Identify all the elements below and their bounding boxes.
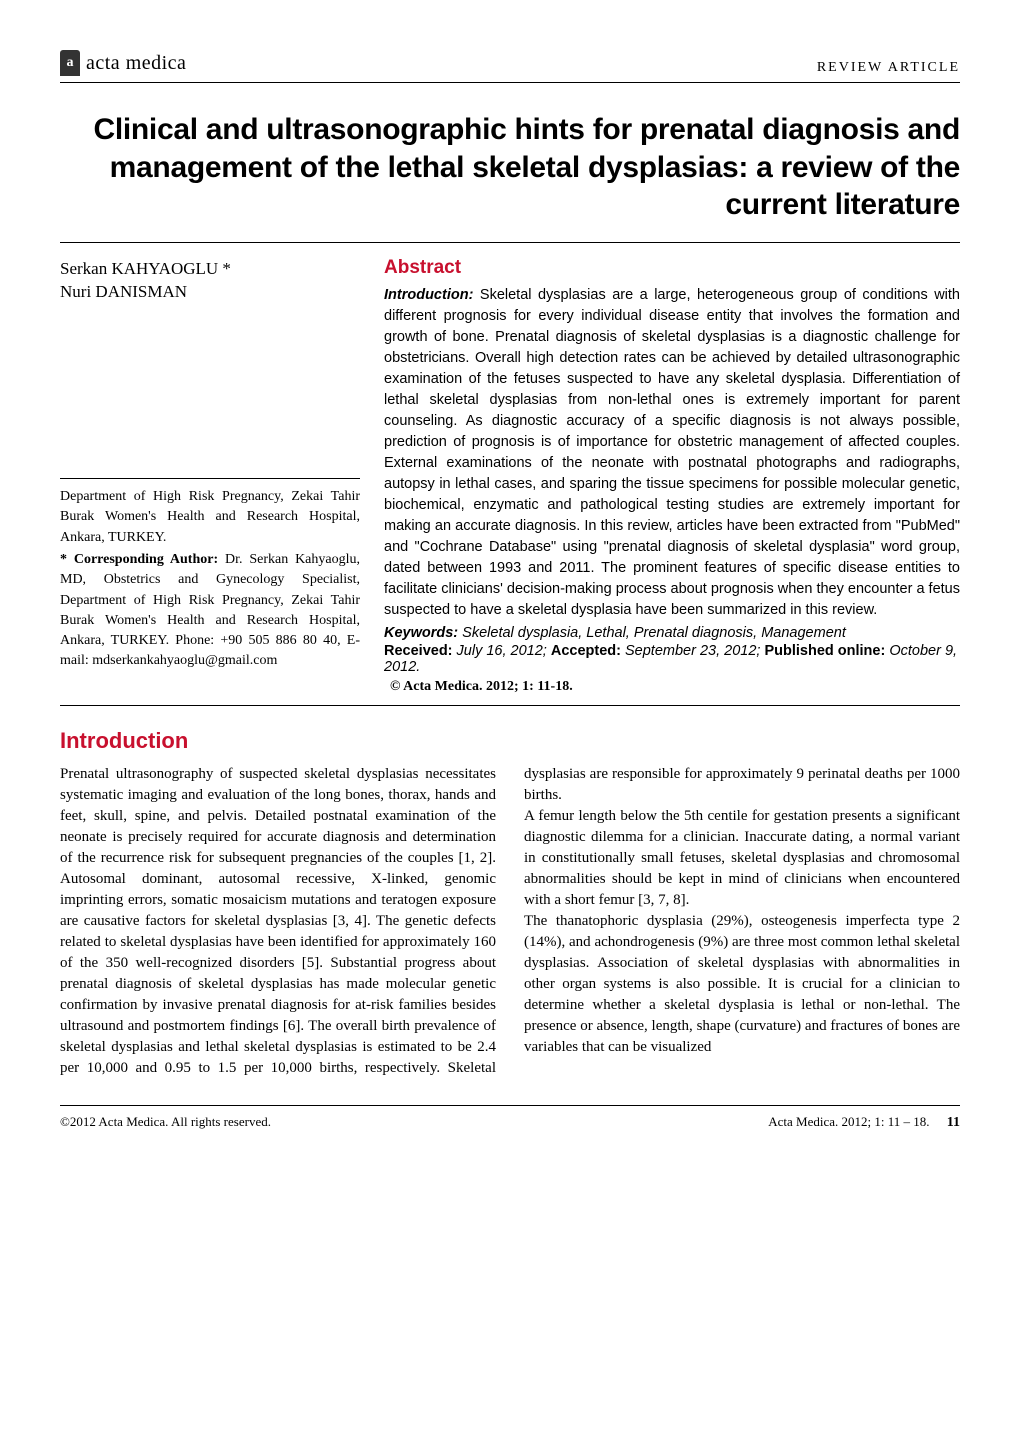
body-p2: A femur length below the 5th centile for… xyxy=(524,806,960,911)
journal-logo-icon xyxy=(60,50,80,76)
affiliation-block: Department of High Risk Pregnancy, Zekai… xyxy=(60,478,360,672)
abstract-end-rule xyxy=(60,705,960,706)
author-1: Serkan KAHYAOGLU * xyxy=(60,257,360,281)
body-text: Prenatal ultrasonography of suspected sk… xyxy=(60,764,960,1079)
right-column: Abstract Introduction: Skeletal dysplasi… xyxy=(384,257,960,695)
keywords: Skeletal dysplasia, Lethal, Prenatal dia… xyxy=(458,625,846,641)
article-title: Clinical and ultrasonographic hints for … xyxy=(60,111,960,224)
received-label: Received: xyxy=(384,643,453,659)
meta-and-abstract: Serkan KAHYAOGLU * Nuri DANISMAN Departm… xyxy=(60,257,960,695)
title-rule xyxy=(60,242,960,243)
corresponding-text: Dr. Serkan Kahyaoglu, MD, Obstetrics and… xyxy=(60,552,360,668)
copyright-line: © Acta Medica. 2012; 1: 11-18. xyxy=(384,679,960,695)
page-header: acta medica REVIEW ARTICLE xyxy=(60,50,960,83)
footer-right-block: Acta Medica. 2012; 1: 11 – 18. 11 xyxy=(768,1114,960,1131)
author-list: Serkan KAHYAOGLU * Nuri DANISMAN xyxy=(60,257,360,305)
page-number: 11 xyxy=(947,1115,960,1130)
dates-line: Received: July 16, 2012; Accepted: Septe… xyxy=(384,643,960,675)
author-2: Nuri DANISMAN xyxy=(60,280,360,304)
accepted: September 23, 2012; xyxy=(621,643,765,659)
introduction-heading: Introduction xyxy=(60,728,960,754)
left-column: Serkan KAHYAOGLU * Nuri DANISMAN Departm… xyxy=(60,257,360,695)
published-label: Published online: xyxy=(764,643,885,659)
received: July 16, 2012; xyxy=(453,643,551,659)
article-type: REVIEW ARTICLE xyxy=(817,60,960,76)
affiliation-text: Department of High Risk Pregnancy, Zekai… xyxy=(60,487,360,548)
page-footer: ©2012 Acta Medica. All rights reserved. … xyxy=(60,1105,960,1131)
journal-logo-block: acta medica xyxy=(60,50,186,76)
footer-citation: Acta Medica. 2012; 1: 11 – 18. xyxy=(768,1114,929,1129)
keywords-label: Keywords: xyxy=(384,625,458,641)
accepted-label: Accepted: xyxy=(551,643,621,659)
abstract-heading: Abstract xyxy=(384,257,960,279)
corresponding-author: * Corresponding Author: Dr. Serkan Kahya… xyxy=(60,550,360,672)
body-p3: The thanatophoric dysplasia (29%), osteo… xyxy=(524,911,960,1058)
abstract-intro-text: Skeletal dysplasias are a large, heterog… xyxy=(384,287,960,618)
journal-name: acta medica xyxy=(86,52,186,75)
keywords-line: Keywords: Skeletal dysplasia, Lethal, Pr… xyxy=(384,625,960,641)
abstract-intro-label: Introduction: xyxy=(384,287,473,303)
corresponding-label: * Corresponding Author: xyxy=(60,552,218,567)
abstract-body: Introduction: Skeletal dysplasias are a … xyxy=(384,285,960,621)
footer-left: ©2012 Acta Medica. All rights reserved. xyxy=(60,1114,271,1130)
affil-rule xyxy=(60,478,360,479)
